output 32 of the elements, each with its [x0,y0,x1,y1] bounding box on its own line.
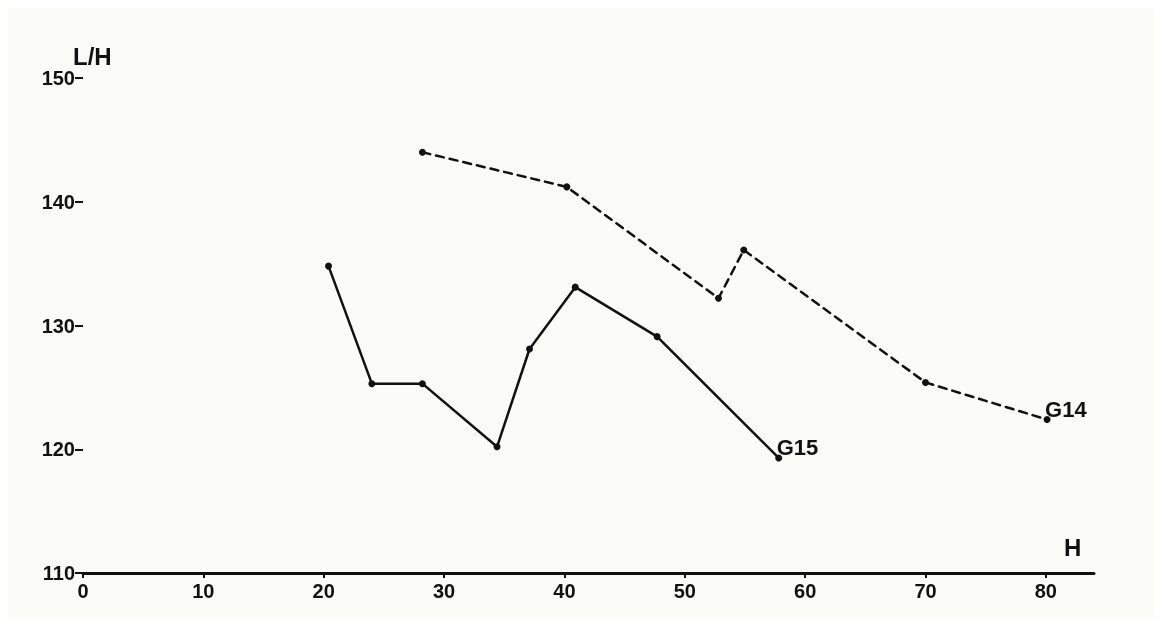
y-tick-label: 140 [41,190,75,213]
point [571,283,579,291]
x-tick-label: 40 [553,580,576,602]
x-tick-label: 80 [1034,580,1057,602]
point [775,454,783,462]
point [1043,416,1051,424]
x-tick-label: 10 [192,580,215,602]
series-label: G14 [1045,397,1088,423]
point [526,345,534,353]
point [714,294,722,302]
x-tick-label: 20 [312,580,335,602]
point [418,380,426,388]
point [493,443,501,451]
y-tick-label: 130 [41,314,75,337]
y-axis-title: L/H [73,42,112,70]
x-tick-label: 50 [673,580,696,602]
point [740,246,748,254]
point [368,380,376,388]
x-tick-label: 60 [794,580,817,602]
y-tick-label: 120 [41,438,75,461]
point [418,148,426,156]
x-tick-label: 0 [77,580,89,602]
y-tick-label: 110 [42,562,75,584]
x-tick-label: 30 [432,580,456,602]
point [653,333,661,341]
point [563,183,571,191]
y-tick-label: 150 [41,67,75,89]
point [922,378,929,386]
series-label: G15 [776,435,819,461]
point [325,262,333,270]
x-axis-title: H [1064,533,1082,561]
x-tick-label: 70 [914,580,937,602]
